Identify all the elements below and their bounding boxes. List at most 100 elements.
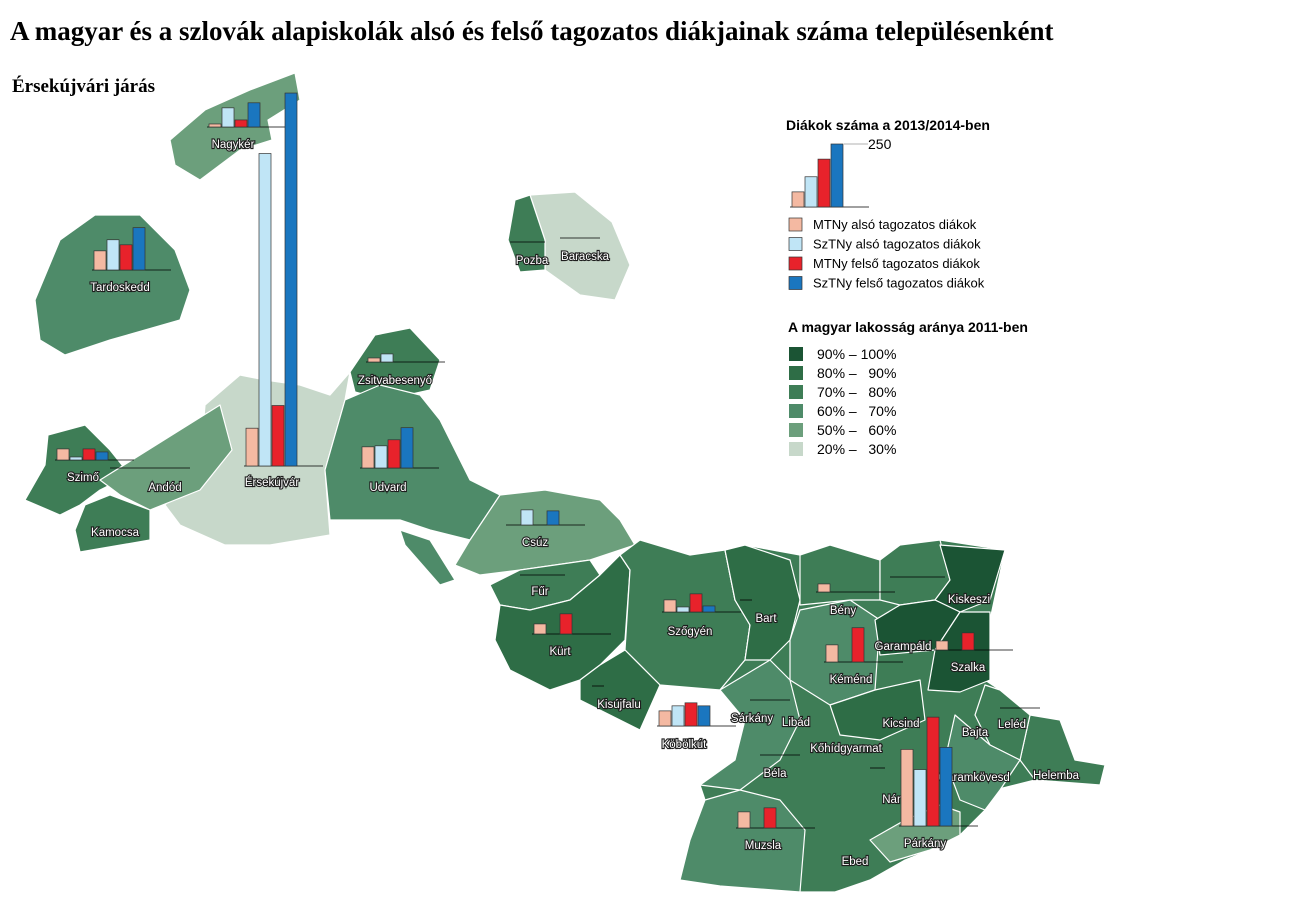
bar [697, 705, 711, 727]
place-label: Ebed [842, 856, 869, 868]
bar [791, 191, 805, 208]
legend-swatch [788, 217, 803, 232]
share-legend-title: A magyar lakosság aránya 2011-ben [788, 319, 1028, 335]
bar [961, 632, 975, 651]
bar [939, 747, 953, 827]
place-labels: Nagykér Tardoskedd Pozba Baracska Zsitvabese… [66, 138, 1081, 869]
bar [559, 613, 573, 635]
bar [817, 583, 831, 593]
place-label: Bény [830, 605, 856, 617]
bar [95, 451, 109, 461]
legend-swatch [788, 256, 803, 271]
bar [926, 716, 940, 827]
bar [119, 244, 133, 271]
share-label: 90% – 100% [817, 346, 896, 362]
bar [830, 143, 844, 208]
region [74, 494, 151, 553]
legend-scale-label: 250 [868, 136, 892, 152]
place-label: Kisújfalu [597, 699, 640, 711]
place-label: Garampáld [875, 641, 932, 653]
place-label: Kéménd [830, 674, 873, 686]
place-label: Garamkövesd [938, 772, 1010, 784]
place-label: Érsekújvár [245, 476, 299, 489]
place-label: Béla [763, 768, 787, 780]
bar [367, 357, 381, 363]
bar [69, 456, 83, 461]
bar [374, 445, 388, 469]
region [799, 544, 881, 606]
place-label: Zsitvabesenyő [358, 375, 432, 387]
bar [851, 627, 865, 663]
bar [817, 158, 831, 208]
region [829, 679, 926, 741]
bar [400, 427, 414, 469]
title: A magyar és a szlovák alapiskolák alsó é… [10, 16, 1054, 46]
legend-label: MTNy alsó tagozatos diákok [813, 217, 977, 232]
region [99, 404, 233, 511]
share-swatch [789, 347, 803, 361]
place-label: Muzsla [745, 840, 782, 852]
bar [546, 510, 560, 526]
legend: Diákok száma a 2013/2014-ben 250 A magya… [786, 117, 1028, 457]
place-label: Szalka [951, 662, 986, 674]
place-label: Köbölkút [662, 739, 708, 751]
bar [106, 239, 120, 271]
legend-label: SzTNy alsó tagozatos diákok [813, 237, 981, 252]
region-borders [110, 237, 1040, 769]
place-label: Szimő [67, 472, 99, 484]
place-label: Sárkány [731, 713, 773, 725]
share-label: 20% – 30% [817, 441, 896, 457]
region [1019, 714, 1106, 786]
bar [533, 623, 547, 635]
bar [234, 119, 248, 128]
place-label: Párkány [904, 838, 946, 850]
bar [271, 405, 285, 467]
bar [520, 509, 534, 526]
bar [387, 439, 401, 469]
region [724, 544, 801, 661]
place-label: Szőgyén [668, 626, 713, 638]
bar [702, 605, 716, 613]
region [24, 424, 131, 516]
place-label: Helemba [1033, 770, 1080, 782]
bar [658, 710, 672, 727]
bar [737, 811, 751, 829]
region [34, 214, 191, 356]
bar [825, 644, 839, 663]
place-label: Leléd [998, 719, 1026, 731]
bar [245, 427, 259, 467]
place-label: Udvard [369, 482, 406, 494]
share-swatch [789, 385, 803, 399]
place-label: Tardoskedd [90, 282, 149, 294]
bar [804, 176, 818, 208]
legend-label: MTNy felső tagozatos diákok [813, 256, 980, 271]
bar [361, 446, 375, 469]
region [579, 649, 661, 731]
bar [671, 705, 685, 727]
place-label: Libád [782, 717, 810, 729]
legend-title: Diákok száma a 2013/2014-ben [786, 117, 990, 133]
bar [763, 807, 777, 829]
bar [900, 749, 914, 827]
bar [380, 353, 394, 363]
place-label: Pozba [516, 255, 549, 267]
region [507, 194, 546, 273]
bar [284, 92, 298, 467]
bar [258, 153, 272, 467]
place-label: Csúz [522, 537, 548, 549]
region [399, 529, 456, 586]
share-swatch [789, 423, 803, 437]
bar [221, 107, 235, 128]
legend-label: SzTNy felső tagozatos diákok [813, 276, 985, 291]
bar [935, 640, 949, 651]
share-label: 70% – 80% [817, 384, 896, 400]
subtitle: Érsekújvári járás [12, 75, 155, 97]
place-label: Kicsind [882, 718, 919, 730]
region [927, 611, 991, 693]
share-swatch [789, 366, 803, 380]
bar [93, 250, 107, 271]
place-label: Andód [148, 482, 181, 494]
bar [689, 593, 703, 613]
